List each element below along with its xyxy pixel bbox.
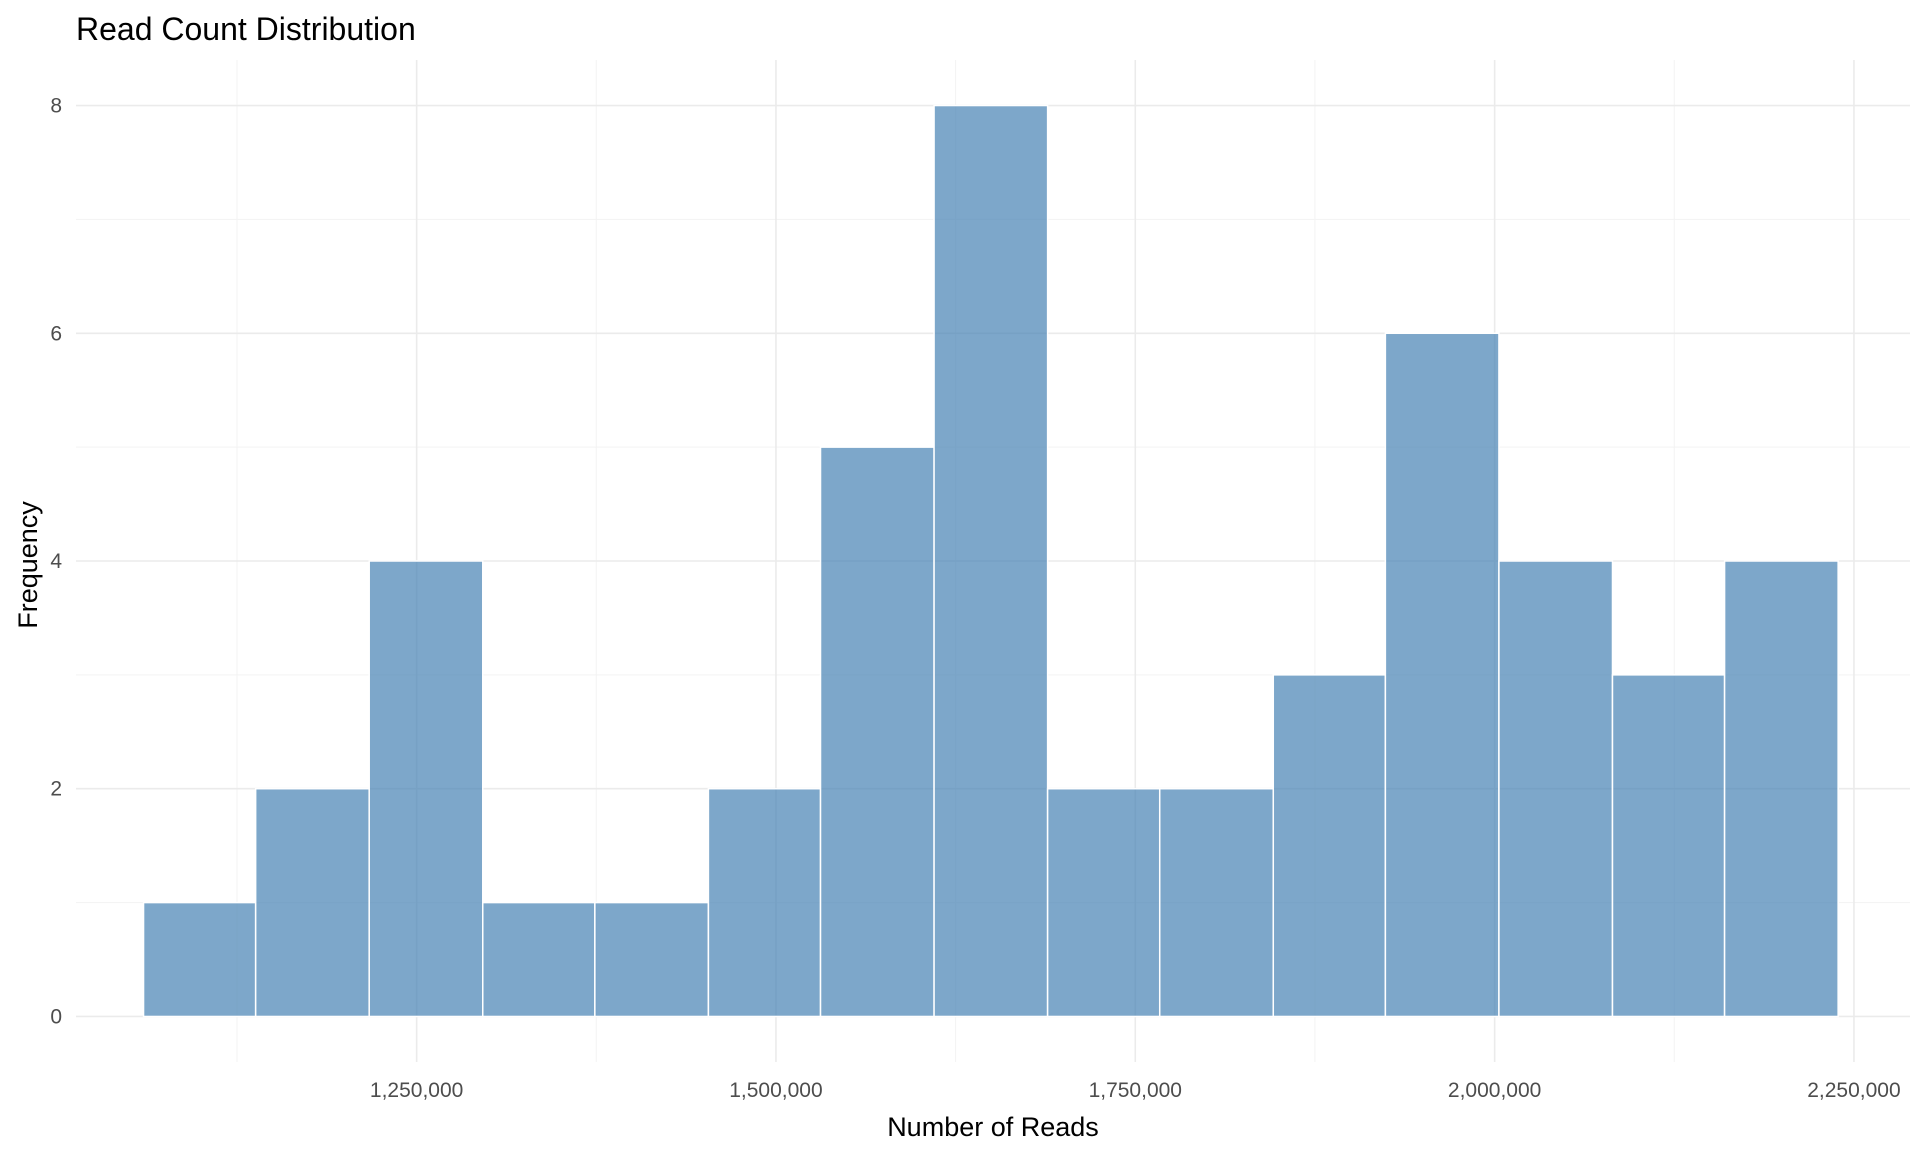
chart-title: Read Count Distribution <box>76 11 416 47</box>
histogram-bar <box>1046 787 1161 1018</box>
histogram-bar <box>482 901 596 1018</box>
y-tick-label: 2 <box>50 778 62 801</box>
x-tick-label: 2,250,000 <box>1807 1079 1900 1102</box>
histogram-bar <box>254 787 370 1018</box>
x-tick-label: 1,750,000 <box>1089 1079 1182 1102</box>
x-tick-label: 1,250,000 <box>370 1079 463 1102</box>
y-tick-label: 8 <box>50 95 62 118</box>
x-tick-label: 1,500,000 <box>729 1079 822 1102</box>
y-axis-title: Frequency <box>13 501 43 629</box>
y-tick-label: 6 <box>50 322 62 345</box>
histogram-bar <box>707 787 822 1018</box>
y-tick-label: 0 <box>50 1005 62 1028</box>
x-tick-label: 2,000,000 <box>1448 1079 1541 1102</box>
histogram-bar <box>368 560 484 1018</box>
histogram-bar <box>1498 560 1614 1018</box>
histogram-bar <box>594 901 710 1018</box>
histogram-bar <box>1611 674 1726 1018</box>
histogram-bar <box>1723 560 1839 1018</box>
histogram-bar <box>933 104 1049 1018</box>
histogram-bars <box>142 104 1839 1018</box>
histogram-bar <box>819 446 935 1018</box>
x-axis-ticks: 1,250,000 1,500,000 1,750,000 2,000,000 2,25… <box>370 1079 1901 1102</box>
histogram-bar <box>1272 674 1387 1018</box>
histogram-bar <box>1384 332 1500 1018</box>
histogram-bar <box>1158 787 1275 1018</box>
x-axis-title: Number of Reads <box>887 1112 1099 1142</box>
y-axis-ticks: 0 2 4 6 8 <box>50 95 62 1029</box>
y-tick-label: 4 <box>50 550 62 573</box>
histogram-bar <box>142 901 257 1018</box>
